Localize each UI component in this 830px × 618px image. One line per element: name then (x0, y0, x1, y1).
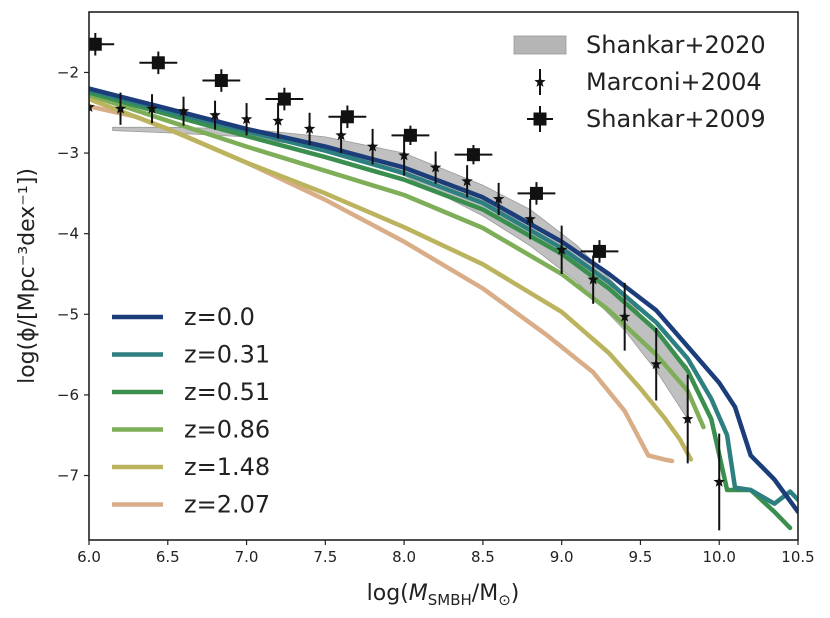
marconi-point (303, 122, 316, 134)
series-line-z-0.86 (89, 92, 706, 430)
x-tick-label: 10.5 (781, 548, 814, 566)
legend-series-label: z=1.48 (184, 453, 270, 481)
legend-series-label: z=0.0 (184, 303, 255, 331)
marconi-point (146, 102, 158, 114)
legend-shankar2009-marker (533, 112, 547, 126)
series-line-z-1.48 (89, 96, 694, 462)
legend-label: Shankar+2020 (586, 31, 766, 59)
y-tick-label: −4 (57, 225, 79, 243)
marconi-point (429, 161, 442, 173)
shankar2009-point (89, 37, 102, 51)
marconi-point (619, 310, 631, 322)
x-tick-label: 6.5 (156, 548, 180, 566)
legend-series-label: z=0.31 (184, 341, 270, 369)
marconi-point (713, 476, 725, 487)
legend-bottom: z=0.0 z=0.31 z=0.51 z=0.86 z=1.48 z=2.07 (112, 303, 270, 519)
legend-series-label: z=0.51 (184, 378, 270, 406)
x-tick-label: 8.0 (392, 548, 416, 566)
x-tick-label: 7.0 (235, 548, 259, 566)
series-layer (89, 86, 798, 531)
y-tick-label: −7 (57, 467, 79, 485)
y-axis-label: log(ϕ/[Mpc⁻³dex⁻¹]) (15, 168, 40, 384)
marconi-point (89, 101, 95, 112)
marconi-point (398, 149, 410, 161)
shankar2009-point (529, 186, 543, 200)
legend-marconi-marker (534, 76, 546, 87)
series-line-z-0.31 (89, 87, 798, 506)
shankar2009-point (466, 148, 480, 162)
legend-label: Shankar+2009 (586, 105, 766, 133)
marconi-point (272, 114, 284, 126)
tick-labels-layer: 6.0 6.5 7.0 7.5 8.0 8.5 9.0 9.5 10.0 10.5 −2 −3 −4 −5… (57, 63, 815, 566)
marconi-point (209, 109, 221, 120)
shankar2009-point (277, 92, 291, 106)
marconi-point (524, 213, 536, 224)
marconi-point (335, 129, 347, 141)
series-line-z-0.0 (89, 86, 798, 515)
marconi-point (587, 273, 599, 285)
legend-series-label: z=0.86 (184, 416, 270, 444)
x-tick-label: 7.5 (313, 548, 337, 566)
x-tick-label: 9.5 (629, 548, 653, 566)
y-tick-label: −2 (57, 63, 79, 81)
marconi-point (650, 358, 662, 370)
points-layer (89, 32, 725, 531)
y-tick-label: −6 (57, 386, 79, 404)
x-axis-label: log(MSMBH/M⊙) (367, 581, 520, 609)
legend-label: Marconi+2004 (586, 68, 762, 96)
y-tick-label: −5 (57, 305, 79, 323)
plot-frame (88, 11, 799, 541)
legend-band-swatch (513, 35, 567, 55)
y-tick-label: −3 (57, 144, 79, 162)
marconi-point (492, 193, 505, 204)
x-tick-label: 8.5 (471, 548, 495, 566)
x-tick-label: 6.0 (77, 548, 101, 566)
legend-top: Shankar+2020 Marconi+2004 Shankar+2009 (513, 31, 766, 133)
marconi-point (556, 243, 568, 255)
marconi-point (114, 102, 127, 114)
legend-series-label: z=2.07 (184, 491, 270, 519)
shankar2009-point (592, 244, 606, 258)
shankar2009-point (151, 56, 165, 70)
marconi-point (682, 413, 694, 424)
shankar2009-point (340, 110, 354, 124)
marconi-point (461, 175, 473, 187)
shankar2009-point (214, 74, 228, 88)
x-tick-label: 10.0 (703, 548, 736, 566)
shankar2009-point (403, 128, 417, 142)
marconi-point (240, 113, 253, 125)
marconi-point (366, 140, 379, 152)
marconi-point (177, 105, 190, 116)
x-tick-label: 9.0 (550, 548, 574, 566)
ticks-layer (84, 71, 799, 545)
